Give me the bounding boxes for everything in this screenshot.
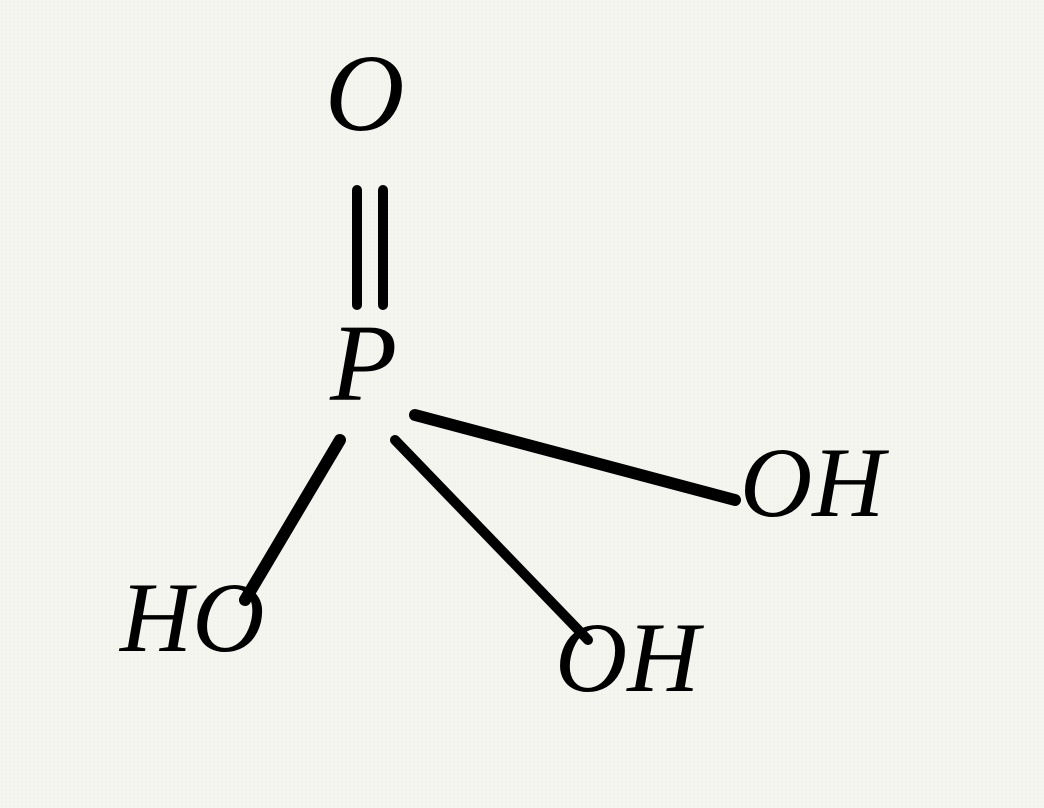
bond-layer: [0, 0, 1044, 808]
atom-left-HO: HO: [120, 560, 264, 675]
molecule-diagram: P O HO OH OH: [0, 0, 1044, 808]
atom-top-O: O: [325, 30, 404, 157]
atom-right-lower-OH: OH: [555, 600, 699, 715]
atom-center-P: P: [330, 300, 397, 427]
bond-right-upper: [415, 415, 735, 500]
atom-right-upper-OH: OH: [740, 425, 884, 540]
